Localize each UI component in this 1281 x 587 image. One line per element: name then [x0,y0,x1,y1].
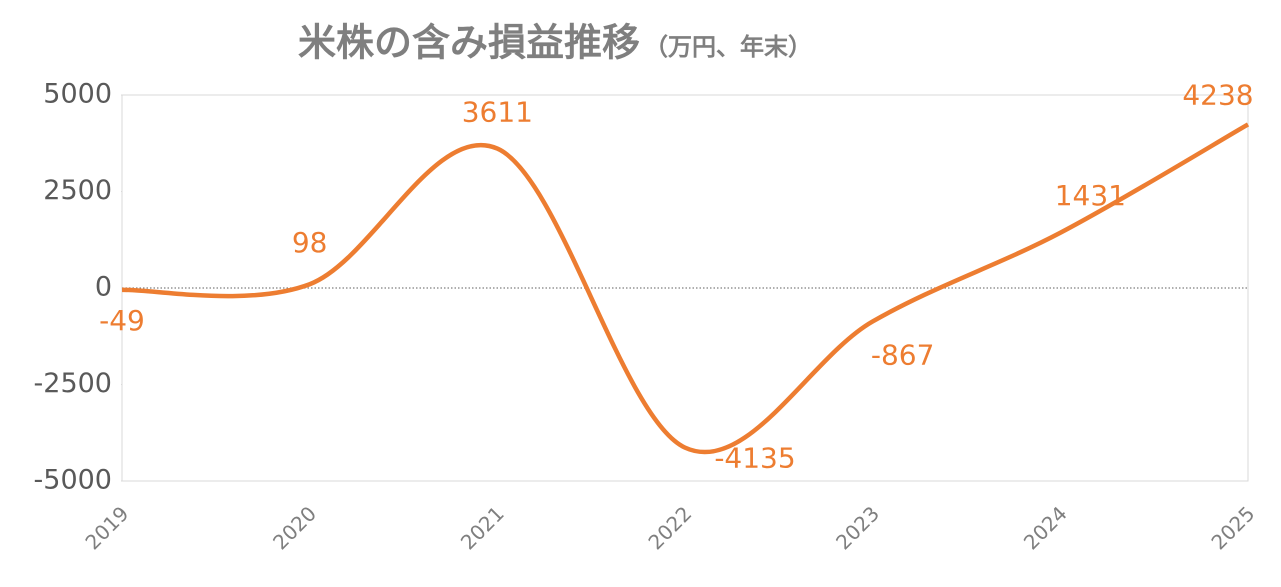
data-label: 98 [292,226,328,259]
data-label: -867 [871,338,935,371]
x-tick-label: 2019 [80,501,133,554]
data-label: 1431 [1055,179,1126,212]
chart-title: 米株の含み損益推移 [298,21,640,65]
y-tick-label: 5000 [43,79,112,110]
x-tick-label: 2022 [643,501,696,554]
x-tick-label: 2020 [268,501,321,554]
line [121,122,1250,455]
y-tick-label: 2500 [43,175,112,206]
x-tick-label: 2021 [456,501,509,554]
y-tick-label: -2500 [34,368,112,399]
chart-subtitle: （万円、年末） [644,33,812,61]
x-tick-label: 2024 [1019,501,1072,554]
data-label: 3611 [462,96,533,129]
y-tick-label: -5000 [34,465,112,496]
x-tick-label: 2023 [831,501,884,554]
x-tick-label: 2025 [1206,501,1259,554]
data-label: -4135 [714,442,795,475]
data-label: 4238 [1182,78,1253,111]
y-tick-label: 0 [95,272,112,303]
data-label: -49 [99,304,145,337]
